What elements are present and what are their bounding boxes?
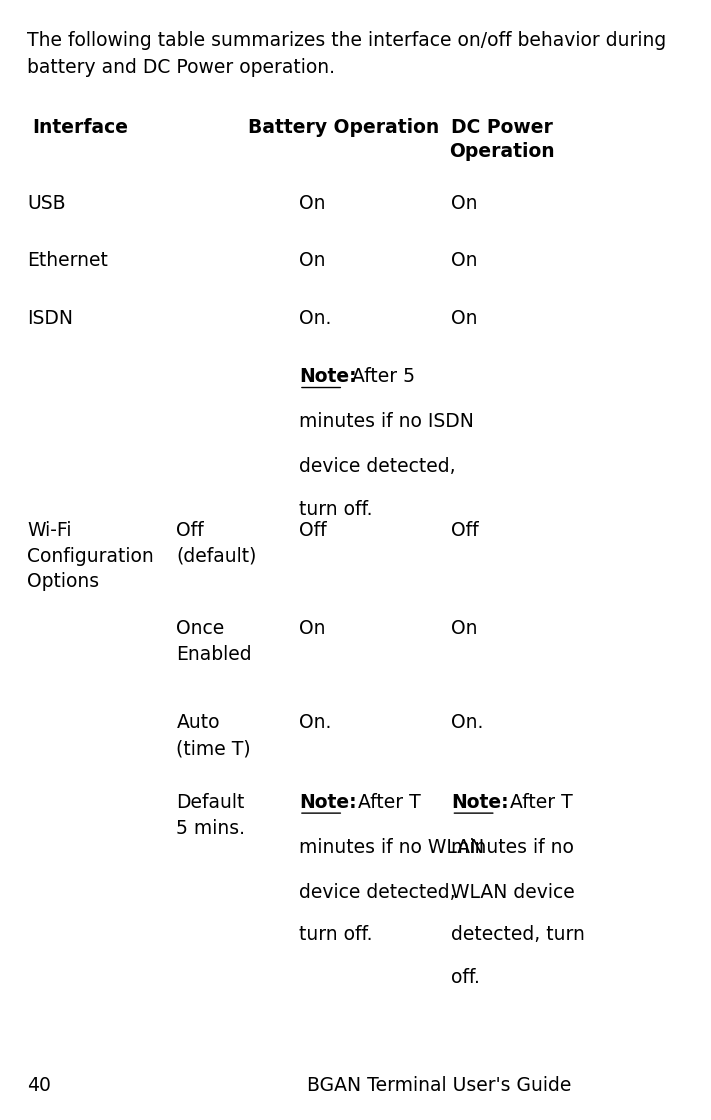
Text: Ethernet: Ethernet xyxy=(27,251,108,270)
Text: On: On xyxy=(451,309,478,328)
Text: DC Power
Operation: DC Power Operation xyxy=(449,118,555,161)
Text: 40: 40 xyxy=(27,1076,50,1095)
Text: On: On xyxy=(451,251,478,270)
Text: minutes if no ISDN: minutes if no ISDN xyxy=(299,412,474,431)
Text: Auto
(time T): Auto (time T) xyxy=(176,713,251,758)
Text: turn off.: turn off. xyxy=(299,500,373,519)
Text: ISDN: ISDN xyxy=(27,309,73,328)
Text: BGAN Terminal User's Guide: BGAN Terminal User's Guide xyxy=(306,1076,571,1095)
Text: The following table summarizes the interface on/off behavior during
battery and : The following table summarizes the inter… xyxy=(27,31,666,77)
Text: Once
Enabled: Once Enabled xyxy=(176,619,252,664)
Text: Note:: Note: xyxy=(299,367,357,386)
Text: On: On xyxy=(451,194,478,213)
Text: turn off.: turn off. xyxy=(299,925,373,944)
Text: Off: Off xyxy=(299,521,326,540)
Text: Note:: Note: xyxy=(451,793,509,812)
Text: Off: Off xyxy=(451,521,479,540)
Text: On: On xyxy=(299,194,326,213)
Text: USB: USB xyxy=(27,194,65,213)
Text: Off
(default): Off (default) xyxy=(176,521,257,566)
Text: After T: After T xyxy=(498,793,573,812)
Text: Note:: Note: xyxy=(299,793,357,812)
Text: detected, turn: detected, turn xyxy=(451,925,585,944)
Text: On: On xyxy=(299,251,326,270)
Text: On.: On. xyxy=(299,309,331,328)
Text: After T: After T xyxy=(346,793,420,812)
Text: On.: On. xyxy=(299,713,331,732)
Text: minutes if no WLAN: minutes if no WLAN xyxy=(299,838,484,857)
Text: On: On xyxy=(451,619,478,638)
Text: On.: On. xyxy=(451,713,484,732)
Text: On: On xyxy=(299,619,326,638)
Text: device detected,: device detected, xyxy=(299,457,456,476)
Text: Interface: Interface xyxy=(33,118,129,137)
Text: Default
5 mins.: Default 5 mins. xyxy=(176,793,245,838)
Text: WLAN device: WLAN device xyxy=(451,883,575,902)
Text: off.: off. xyxy=(451,968,481,987)
Text: Battery Operation: Battery Operation xyxy=(248,118,439,137)
Text: device detected,: device detected, xyxy=(299,883,456,902)
Text: minutes if no: minutes if no xyxy=(451,838,574,857)
Text: Wi-Fi
Configuration
Options: Wi-Fi Configuration Options xyxy=(27,521,154,591)
Text: After 5: After 5 xyxy=(346,367,415,386)
